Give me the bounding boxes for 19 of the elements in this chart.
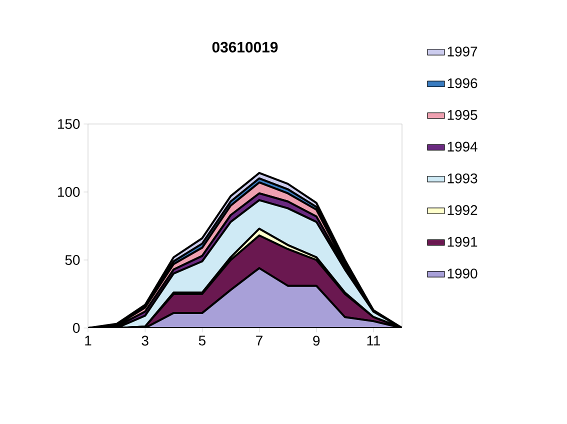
legend-label: 1997: [448, 46, 478, 56]
x-tick-label: 1: [85, 336, 92, 346]
x-tick-label: 11: [367, 336, 380, 346]
legend-label: 1991: [448, 236, 478, 247]
x-tick-label: 9: [313, 336, 320, 346]
legend-label: 1992: [448, 205, 478, 216]
y-tick-label: 100: [58, 187, 80, 197]
y-tick-label: 150: [58, 119, 80, 129]
y-tick-label: 0: [73, 323, 80, 333]
legend-label: 1996: [448, 78, 478, 88]
chart-title: 03610019: [212, 42, 278, 53]
y-tick-label: 50: [65, 255, 80, 265]
legend-label: 1993: [448, 173, 478, 184]
x-tick-label: 7: [256, 336, 262, 346]
legend-label: 1994: [448, 142, 478, 152]
legend-label: 1990: [448, 268, 478, 278]
legend-label: 1995: [448, 110, 478, 120]
x-tick-label: 5: [198, 336, 206, 346]
x-tick-label: 3: [142, 336, 148, 346]
